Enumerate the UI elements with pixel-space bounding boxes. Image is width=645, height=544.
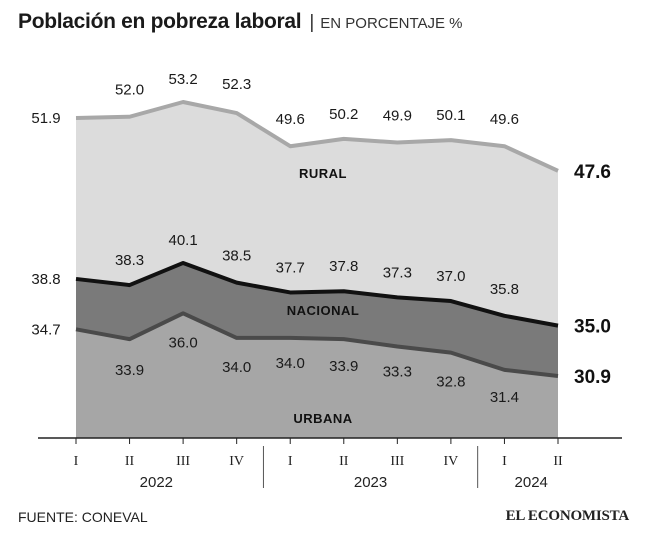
nacional-series-label: NACIONAL bbox=[287, 303, 360, 318]
x-tick-label: II bbox=[553, 454, 563, 469]
urbana-value-label: 33.9 bbox=[115, 362, 144, 379]
rural-line bbox=[75, 100, 559, 173]
rural-value-label: 52.0 bbox=[115, 82, 144, 99]
x-tick-label: IV bbox=[443, 454, 458, 469]
chart-subtitle: EN PORCENTAJE % bbox=[320, 15, 463, 32]
x-tick-label: III bbox=[390, 454, 404, 469]
brand-logo: EL ECONOMISTA bbox=[505, 508, 630, 524]
nacional-value-label: 38.5 bbox=[222, 248, 251, 265]
title-separator: | bbox=[309, 12, 315, 33]
nacional-value-label: 37.0 bbox=[436, 268, 465, 285]
nacional-value-label: 37.8 bbox=[329, 258, 358, 275]
urbana-value-label: 32.8 bbox=[436, 374, 465, 391]
source-note: FUENTE: CONEVAL bbox=[18, 509, 148, 525]
rural-area bbox=[76, 102, 558, 326]
chart-header: Población en pobreza laboral | EN PORCENTA… bbox=[18, 10, 463, 34]
nacional-value-label: 35.8 bbox=[490, 281, 519, 298]
rural-value-label: 50.2 bbox=[329, 106, 358, 123]
urbana-value-label: 34.7 bbox=[31, 321, 60, 338]
nacional-value-label: 35.0 bbox=[574, 317, 611, 338]
chart-title: Población en pobreza laboral bbox=[18, 10, 302, 33]
area-fills bbox=[76, 102, 558, 438]
x-tick-label: I bbox=[502, 454, 507, 469]
x-tick-label: II bbox=[125, 454, 135, 469]
rural-value-label: 49.6 bbox=[490, 111, 519, 128]
x-tick-label: I bbox=[288, 454, 293, 469]
urbana-value-label: 31.4 bbox=[490, 389, 519, 406]
nacional-value-label: 40.1 bbox=[169, 232, 198, 249]
nacional-value-label: 38.3 bbox=[115, 252, 144, 269]
urbana-value-label: 36.0 bbox=[169, 334, 198, 351]
urbana-value-label: 34.0 bbox=[222, 359, 251, 376]
rural-value-label: 49.9 bbox=[383, 108, 412, 125]
year-label: 2023 bbox=[354, 474, 387, 491]
series-lines bbox=[75, 100, 559, 378]
urbana-line bbox=[75, 311, 559, 378]
rural-value-label: 53.2 bbox=[169, 71, 198, 88]
urbana-value-label: 30.9 bbox=[574, 367, 611, 388]
rural-series-label: RURAL bbox=[299, 166, 347, 181]
x-tick-label: I bbox=[74, 454, 79, 469]
rural-value-label: 47.6 bbox=[574, 162, 611, 183]
x-tick-label: II bbox=[339, 454, 349, 469]
year-label: 2022 bbox=[140, 474, 173, 491]
urbana-series-label: URBANA bbox=[293, 411, 352, 426]
x-tick-label: III bbox=[176, 454, 190, 469]
rural-value-label: 51.9 bbox=[31, 110, 60, 127]
rural-value-label: 52.3 bbox=[222, 76, 251, 93]
nacional-area bbox=[76, 262, 558, 376]
rural-value-label: 49.6 bbox=[276, 111, 305, 128]
urbana-value-label: 34.0 bbox=[276, 355, 305, 372]
rural-value-label: 50.1 bbox=[436, 107, 465, 124]
urbana-value-label: 33.9 bbox=[329, 358, 358, 375]
urbana-area bbox=[76, 313, 558, 438]
data-labels: 51.9 52.0 53.2 52.3 49.6 50.2 49.9 50.1 49.6 47.6… bbox=[31, 71, 611, 426]
nacional-value-label: 37.7 bbox=[276, 259, 305, 276]
nacional-value-label: 38.8 bbox=[31, 271, 60, 288]
nacional-line bbox=[75, 260, 559, 328]
urbana-value-label: 33.3 bbox=[383, 364, 412, 381]
x-tick-label: IV bbox=[229, 454, 244, 469]
nacional-value-label: 37.3 bbox=[383, 264, 412, 281]
year-label: 2024 bbox=[515, 474, 548, 491]
